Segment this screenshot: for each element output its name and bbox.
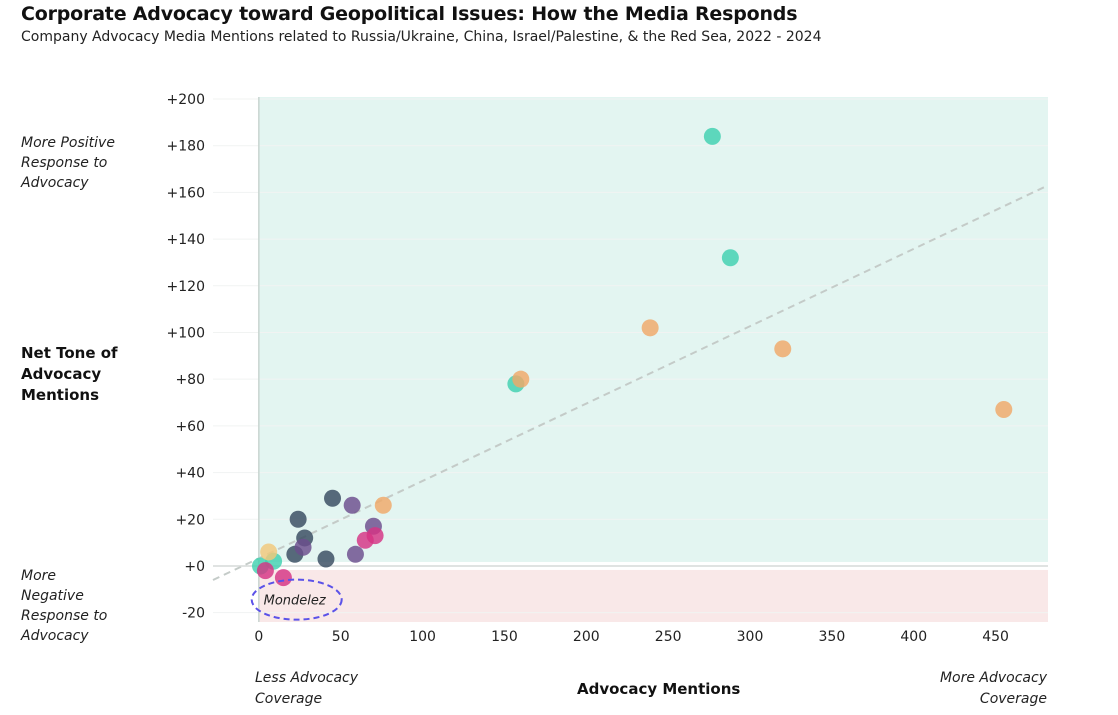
data-point	[641, 319, 659, 337]
data-point	[374, 496, 392, 514]
x-tick-label: 200	[573, 629, 600, 645]
y-tick-label: +80	[175, 372, 205, 388]
x-tick-label: 350	[819, 629, 846, 645]
x-tick-label: 50	[332, 629, 350, 645]
data-point	[256, 562, 274, 580]
data-point	[289, 510, 307, 528]
negative-region	[258, 569, 1048, 622]
y-tick-label: +120	[167, 279, 205, 295]
annotations: Mondelez	[250, 578, 343, 621]
data-point	[512, 370, 530, 388]
data-point	[356, 531, 374, 549]
y-tick-labels: -20 +0 +20 +40 +60 +80 +100 +120 +140 +160 +180 +20…	[167, 92, 205, 622]
x-axis-label: Advocacy Mentions	[577, 680, 741, 698]
positive-response-note: More Positive Response to Advocacy	[21, 135, 115, 191]
gridlines	[213, 98, 1048, 614]
y-tick-label: -20	[182, 606, 205, 622]
y-tick-label: +160	[167, 185, 205, 201]
axes	[213, 97, 1048, 622]
chart-subtitle: Company Advocacy Media Mentions related …	[21, 29, 822, 45]
data-point	[260, 543, 278, 561]
y-tick-label: +40	[175, 466, 205, 482]
data-point	[343, 496, 361, 514]
x-tick-labels: 0 50 100 150 200 250 300 350 400 450	[254, 629, 1009, 645]
data-points	[251, 127, 1013, 587]
less-coverage-note: Less Advocacy Coverage	[255, 670, 359, 707]
trend-line	[212, 184, 1049, 581]
y-tick-label: +60	[175, 419, 205, 435]
x-tick-label: 300	[737, 629, 764, 645]
data-point	[324, 489, 342, 507]
data-point	[274, 569, 292, 587]
trend-line-group	[212, 184, 1049, 581]
data-point	[294, 538, 312, 556]
y-tick-label: +140	[167, 232, 205, 248]
data-point	[346, 545, 364, 563]
y-tick-label: +0	[184, 559, 205, 575]
data-point	[774, 340, 792, 358]
negative-response-note: More Negative Response to Advocacy	[21, 568, 108, 644]
data-point	[721, 249, 739, 267]
data-point	[317, 550, 335, 568]
x-tick-label: 0	[254, 629, 263, 645]
y-tick-label: +180	[167, 139, 205, 155]
y-tick-label: +200	[167, 92, 205, 108]
y-tick-label: +100	[167, 325, 205, 341]
chart-title: Corporate Advocacy toward Geopolitical I…	[21, 3, 798, 25]
x-tick-label: 150	[491, 629, 518, 645]
more-coverage-note: More Advocacy Coverage	[939, 670, 1047, 707]
x-tick-label: 450	[982, 629, 1009, 645]
y-axis-label: Net Tone of Advocacy Mentions	[21, 344, 118, 404]
y-tick-label: +20	[175, 512, 205, 528]
x-tick-label: 400	[900, 629, 927, 645]
mondelez-label: Mondelez	[264, 594, 327, 609]
mondelez-callout-ellipse	[250, 578, 343, 621]
data-point	[703, 127, 721, 145]
data-point	[995, 401, 1013, 419]
x-tick-label: 250	[655, 629, 682, 645]
x-tick-label: 100	[409, 629, 436, 645]
